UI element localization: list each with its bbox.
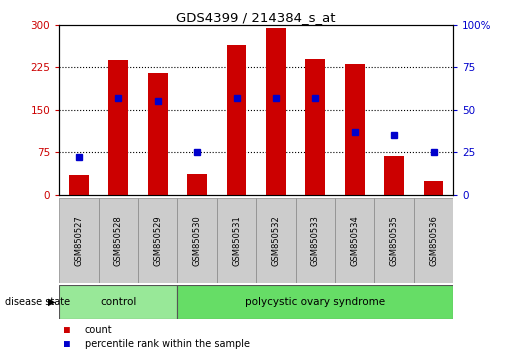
Bar [296, 198, 335, 283]
Text: GSM850528: GSM850528 [114, 215, 123, 266]
Bar [384, 156, 404, 195]
Bar [345, 64, 365, 195]
Bar [414, 198, 453, 283]
Bar [59, 198, 99, 283]
Text: GSM850531: GSM850531 [232, 215, 241, 266]
Bar [374, 198, 414, 283]
Bar [148, 73, 167, 195]
Title: GDS4399 / 214384_s_at: GDS4399 / 214384_s_at [177, 11, 336, 24]
Bar [69, 175, 89, 195]
Text: ■: ■ [64, 325, 70, 335]
Bar [187, 174, 207, 195]
Bar [256, 198, 296, 283]
Text: ▶: ▶ [48, 297, 55, 307]
Bar [266, 28, 286, 195]
Bar [59, 285, 177, 319]
Bar [109, 60, 128, 195]
Bar [138, 198, 177, 283]
Text: GSM850529: GSM850529 [153, 215, 162, 266]
Text: disease state: disease state [5, 297, 70, 307]
Bar [335, 198, 374, 283]
Text: percentile rank within the sample: percentile rank within the sample [85, 339, 250, 349]
Bar [217, 198, 256, 283]
Bar [424, 181, 443, 195]
Text: GSM850534: GSM850534 [350, 215, 359, 266]
Text: count: count [85, 325, 113, 335]
Bar [177, 285, 453, 319]
Bar [99, 198, 138, 283]
Text: control: control [100, 297, 136, 307]
Text: GSM850536: GSM850536 [429, 215, 438, 266]
Text: ■: ■ [64, 339, 70, 349]
Text: GSM850527: GSM850527 [75, 215, 83, 266]
Text: GSM850535: GSM850535 [390, 215, 399, 266]
Text: GSM850530: GSM850530 [193, 215, 201, 266]
Text: GSM850533: GSM850533 [311, 215, 320, 266]
Bar [305, 59, 325, 195]
Bar [177, 198, 217, 283]
Bar [227, 45, 246, 195]
Text: polycystic ovary syndrome: polycystic ovary syndrome [245, 297, 385, 307]
Text: GSM850532: GSM850532 [271, 215, 280, 266]
